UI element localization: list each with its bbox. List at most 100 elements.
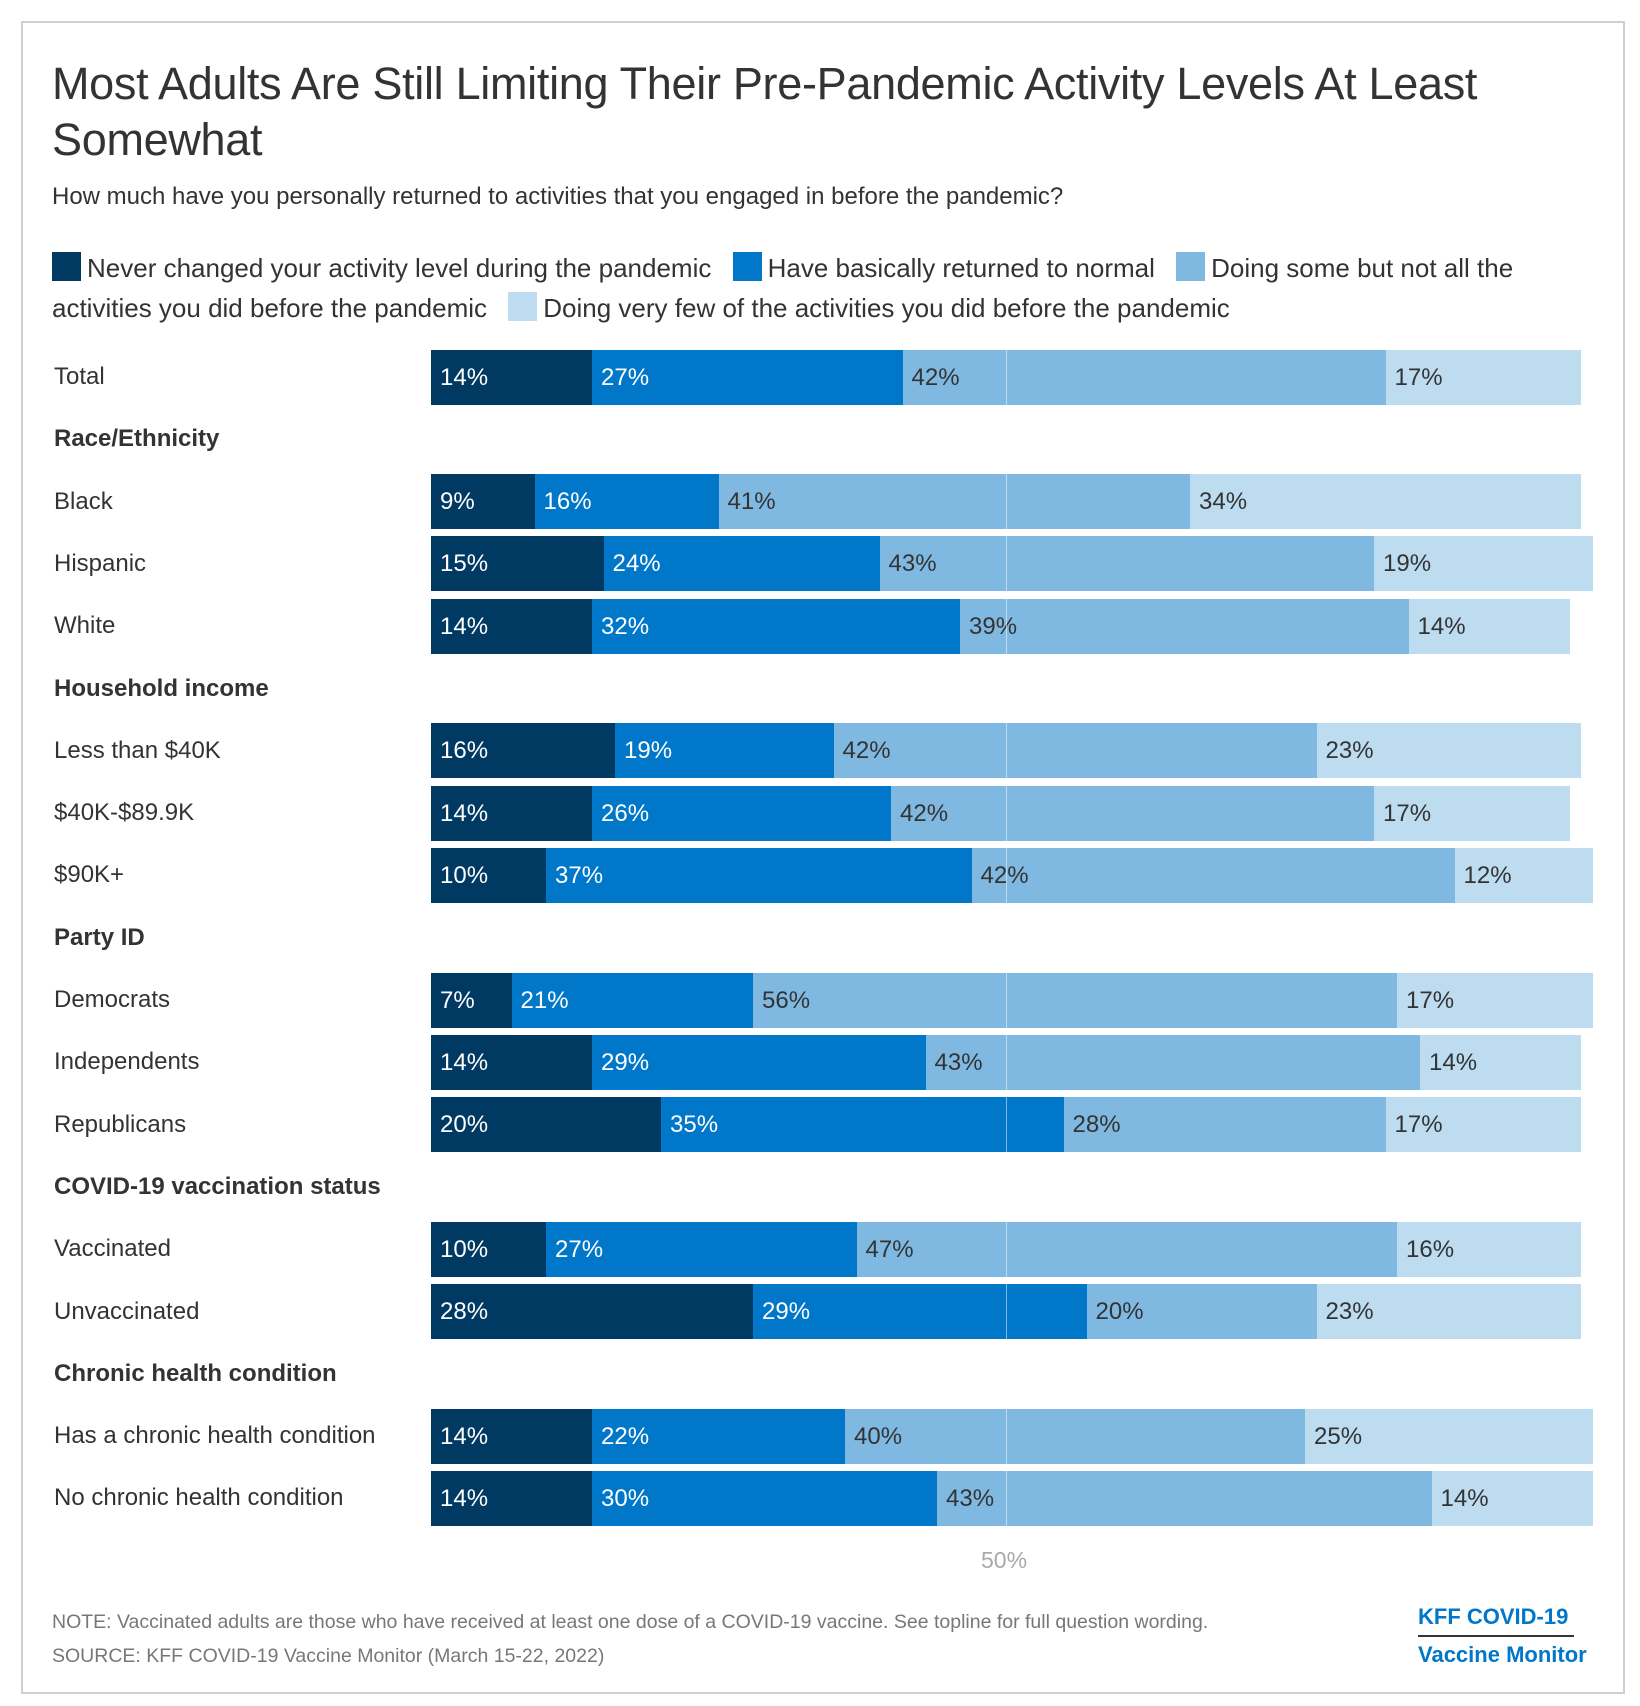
bar-segment-less-than-40k-1[interactable] [431, 723, 615, 779]
bar-segment-less-than-40k-3[interactable] [833, 723, 1317, 779]
bar-segment-40k-89-9k-4[interactable] [1374, 785, 1570, 841]
data-label: 39% [969, 612, 1018, 640]
chart-subtitle: How much have you personally returned to… [52, 183, 1064, 210]
bar-segment-black-3[interactable] [718, 474, 1190, 530]
bar-segment-hispanic-4[interactable] [1374, 536, 1593, 592]
group-label-covid-19-vaccination-status: COVID-19 vaccination status [54, 1172, 381, 1200]
data-label: 17% [1394, 363, 1443, 391]
bar-segment-republicans-1[interactable] [431, 1097, 661, 1153]
data-label: 16% [440, 737, 489, 765]
legend-swatch [52, 252, 81, 281]
brand-logo[interactable]: KFF COVID-19 Vaccine Monitor [1418, 1599, 1587, 1673]
bar-segment-vaccinated-2[interactable] [546, 1221, 857, 1277]
legend-swatch [732, 252, 762, 281]
bar-segment-unvaccinated-3[interactable] [1086, 1284, 1317, 1339]
data-label: 42% [980, 861, 1029, 889]
data-label: 29% [601, 1048, 650, 1076]
bar-segment-black-1[interactable] [431, 474, 535, 530]
data-label: 15% [440, 550, 489, 578]
bar-segment-independents-2[interactable] [592, 1034, 926, 1090]
bar-segment-republicans-4[interactable] [1385, 1097, 1581, 1153]
bar-segment-unvaccinated-1[interactable] [431, 1284, 753, 1339]
data-label: 14% [440, 1422, 489, 1450]
bar-segment-hispanic-1[interactable] [431, 536, 604, 592]
data-label: 20% [440, 1111, 489, 1139]
bar-segment-has-a-chronic-health-condition-1[interactable] [431, 1408, 592, 1464]
bar-segment-white-2[interactable] [592, 598, 960, 654]
row-label-white: White [54, 612, 116, 640]
data-label: 56% [762, 986, 811, 1014]
bar-segment-total-3[interactable] [902, 349, 1386, 405]
bar-segment-unvaccinated-4[interactable] [1316, 1284, 1581, 1339]
data-label: 20% [1095, 1298, 1144, 1325]
bar-segment-black-2[interactable] [534, 474, 719, 530]
bar-segment-white-1[interactable] [431, 598, 592, 654]
chart-frame [21, 21, 1625, 1694]
bar-segment-independents-4[interactable] [1420, 1034, 1581, 1090]
bar-segment-democrats-1[interactable] [431, 972, 512, 1028]
bar-segment-has-a-chronic-health-condition-2[interactable] [592, 1408, 845, 1464]
bar-segment-total-2[interactable] [592, 349, 903, 405]
footnote: NOTE: Vaccinated adults are those who ha… [52, 1605, 1208, 1673]
bar-segment-total-1[interactable] [431, 349, 592, 405]
data-label: 34% [1199, 488, 1248, 516]
bar-segment-90k-4[interactable] [1454, 847, 1593, 903]
data-label: 28% [440, 1298, 489, 1325]
bar-segment-republicans-2[interactable] [661, 1097, 1064, 1153]
data-label: 23% [1325, 1298, 1374, 1325]
data-label: 26% [601, 799, 650, 827]
bar-segment-90k-2[interactable] [546, 847, 972, 903]
bar-segment-90k-1[interactable] [431, 847, 546, 903]
data-label: 43% [934, 1048, 983, 1076]
bar-segment-40k-89-9k-3[interactable] [891, 785, 1374, 841]
bar-segment-independents-3[interactable] [925, 1034, 1420, 1090]
bar-segment-independents-1[interactable] [431, 1034, 592, 1090]
row-label-vaccinated: Vaccinated [54, 1235, 171, 1263]
data-label: 21% [520, 986, 569, 1014]
data-label: 14% [440, 1048, 489, 1076]
legend-label: Have basically returned to normal [767, 253, 1155, 283]
bar-segment-democrats-2[interactable] [511, 972, 753, 1028]
data-label: 24% [612, 550, 661, 578]
bar-segment-no-chronic-health-condition-4[interactable] [1431, 1470, 1593, 1526]
bar-segment-no-chronic-health-condition-1[interactable] [431, 1470, 592, 1526]
bar-segment-hispanic-3[interactable] [879, 536, 1374, 592]
bar-segment-vaccinated-1[interactable] [431, 1221, 546, 1277]
bar-segment-black-4[interactable] [1190, 474, 1581, 530]
bar-segment-republicans-3[interactable] [1063, 1097, 1386, 1153]
bar-segment-has-a-chronic-health-condition-4[interactable] [1305, 1408, 1593, 1464]
data-label: 19% [1383, 550, 1432, 578]
bar-segment-vaccinated-3[interactable] [856, 1221, 1397, 1277]
row-label-no-chronic-health-condition: No chronic health condition [54, 1484, 344, 1512]
bar-segment-hispanic-2[interactable] [603, 536, 880, 592]
row-label-40k-89-9k: $40K-$89.9K [54, 799, 195, 827]
data-label: 12% [1463, 861, 1512, 889]
bar-segment-no-chronic-health-condition-2[interactable] [592, 1470, 937, 1526]
legend-item-some-activities: Doing some but not all the activities yo… [52, 252, 1513, 323]
data-label: 10% [440, 861, 489, 889]
row-label-less-than-40k: Less than $40K [54, 736, 221, 764]
bar-segment-white-4[interactable] [1408, 598, 1570, 654]
data-label: 40% [854, 1422, 903, 1450]
bar-segment-has-a-chronic-health-condition-3[interactable] [845, 1408, 1305, 1464]
bar-segment-less-than-40k-4[interactable] [1316, 723, 1581, 779]
legend-item-very-few-activities: Doing very few of the activities you did… [508, 292, 1230, 323]
bar-segment-40k-89-9k-2[interactable] [592, 785, 891, 841]
data-label: 22% [601, 1422, 650, 1450]
chart-title: Most Adults Are Still Limiting Their Pre… [52, 58, 1478, 165]
bar-segment-democrats-3[interactable] [753, 972, 1397, 1028]
bar-segment-90k-3[interactable] [971, 847, 1455, 903]
legend-label: Doing very few of the activities you did… [543, 293, 1230, 323]
bar-segment-democrats-4[interactable] [1397, 972, 1593, 1028]
bar-segment-vaccinated-4[interactable] [1397, 1221, 1581, 1277]
bar-segment-white-3[interactable] [960, 598, 1409, 654]
bar-segment-less-than-40k-2[interactable] [615, 723, 834, 779]
data-label: 27% [555, 1235, 604, 1263]
data-label: 32% [601, 612, 650, 640]
bar-segment-total-4[interactable] [1385, 349, 1581, 405]
bar-segment-40k-89-9k-1[interactable] [431, 785, 592, 841]
bar-segment-no-chronic-health-condition-3[interactable] [937, 1470, 1432, 1526]
data-label: 14% [1429, 1048, 1478, 1076]
bar-segment-unvaccinated-2[interactable] [753, 1284, 1087, 1339]
